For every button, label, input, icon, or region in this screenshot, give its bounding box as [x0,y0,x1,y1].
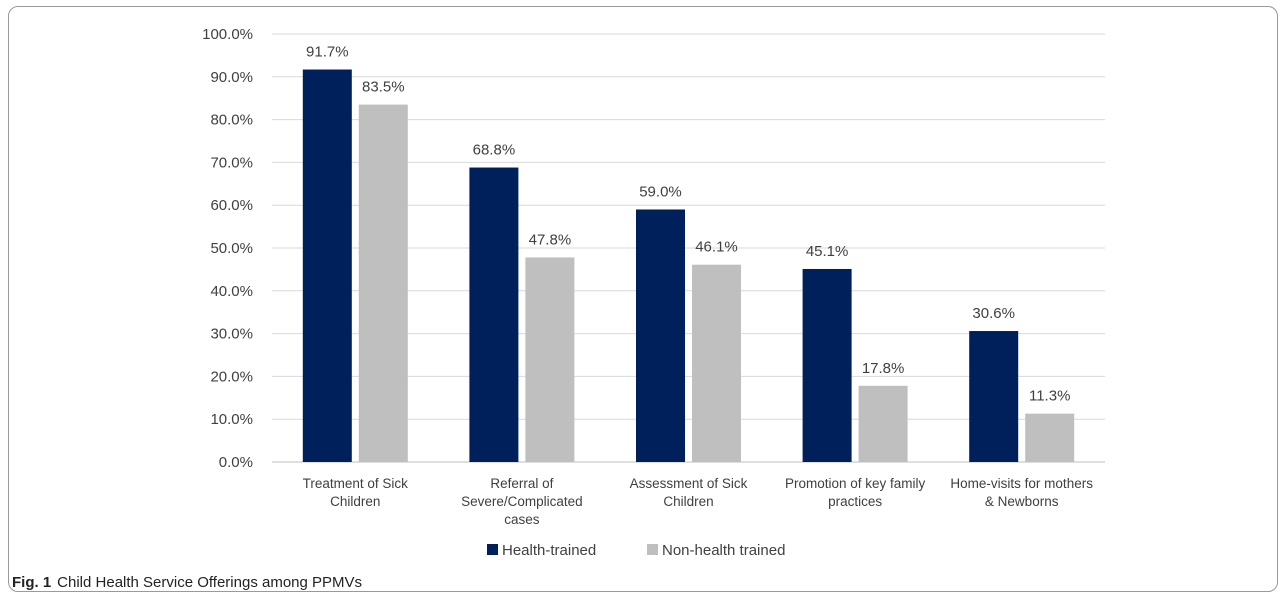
figure-caption: Fig. 1 Child Health Service Offerings amo… [12,574,362,591]
y-tick-label: 10.0% [210,411,253,428]
data-label: 59.0% [639,183,682,200]
data-label: 45.1% [806,243,849,260]
x-tick-label: Promotion of key family practices [785,476,926,509]
data-label: 30.6% [972,305,1015,322]
bar [525,257,575,462]
bar [858,385,908,462]
y-tick-label: 30.0% [210,326,253,343]
data-label: 46.1% [695,239,738,256]
bar [1025,413,1075,462]
y-tick-label: 70.0% [210,154,253,171]
y-tick-label: 90.0% [210,69,253,86]
x-tick-label: Referral of Severe/Complicated cases [461,476,583,527]
y-tick-label: 60.0% [210,197,253,214]
figure-frame [8,6,1278,592]
bar [802,268,852,462]
bar [636,209,685,462]
y-tick-label: 80.0% [210,112,253,129]
legend-swatch [487,544,498,555]
figure-label: Fig. 1 [12,574,52,591]
legend-label: Health-trained [502,542,596,559]
bar [692,264,741,462]
data-label: 91.7% [306,44,349,61]
x-tick-label: Home-visits for mothers & Newborns [950,476,1093,509]
x-tick-label: Assessment of Sick Children [630,476,748,509]
data-label: 68.8% [473,142,516,159]
bar [469,167,519,462]
y-tick-label: 0.0% [219,454,253,471]
bar [358,104,408,463]
bar-chart: 0.0% 10.0% 20.0% 30.0% 40.0% 50.0% 60.0% 70.0% 8… [202,26,1105,559]
data-label: 17.8% [862,360,905,377]
bar [302,69,352,463]
legend-label: Non-health trained [662,542,785,559]
y-tick-label: 20.0% [210,368,253,385]
data-label: 11.3% [1029,388,1070,405]
y-tick-label: 50.0% [210,240,253,257]
y-tick-label: 100.0% [202,26,253,43]
data-label: 83.5% [362,79,405,96]
caption-text: Child Health Service Offerings among PPM… [57,574,363,591]
x-tick-label: Treatment of Sick Children [303,476,409,509]
legend-swatch [647,544,658,555]
data-label: 47.8% [529,231,572,248]
y-tick-label: 40.0% [210,283,253,300]
bar [969,331,1019,462]
